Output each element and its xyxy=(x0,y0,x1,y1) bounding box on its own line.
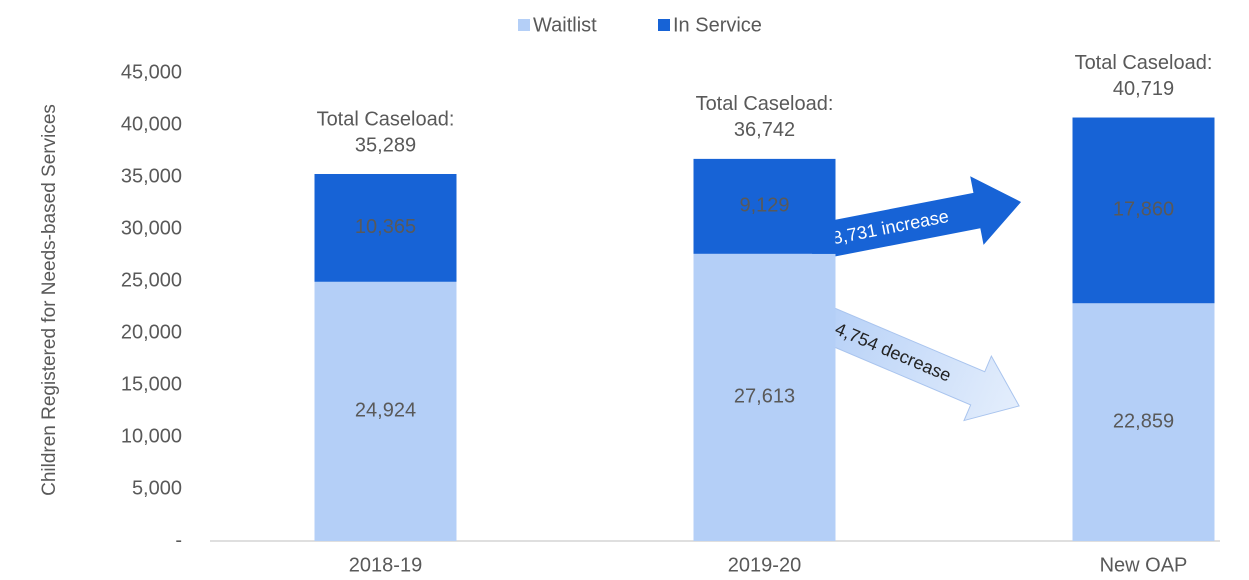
y-tick-label: 25,000 xyxy=(121,269,182,291)
total-caption: Total Caseload: xyxy=(1075,52,1213,74)
y-tick-label: 5,000 xyxy=(132,477,182,499)
y-tick-label: 40,000 xyxy=(121,113,182,135)
y-tick-label: 45,000 xyxy=(121,61,182,83)
bar-segment xyxy=(314,173,457,282)
x-tick-label: New OAP xyxy=(1100,554,1188,576)
value-label: 10,365 xyxy=(355,216,416,238)
y-tick-label: 15,000 xyxy=(121,373,182,395)
value-label: 9,129 xyxy=(739,195,789,217)
value-label: 27,613 xyxy=(734,386,795,408)
bar-segment xyxy=(314,281,457,541)
x-tick-label: 2018-19 xyxy=(349,554,422,576)
total-caption: Total Caseload: xyxy=(696,93,834,115)
y-tick-label: 10,000 xyxy=(121,425,182,447)
bar-segment xyxy=(1072,303,1215,541)
legend-label: Waitlist xyxy=(533,14,597,36)
total-label: 40,719 xyxy=(1113,78,1174,100)
y-axis-title: Children Registered for Needs-based Serv… xyxy=(39,104,60,496)
bar-segment xyxy=(1072,117,1215,304)
legend-label: In Service xyxy=(673,14,762,36)
total-caption: Total Caseload: xyxy=(317,108,455,130)
total-label: 35,289 xyxy=(355,134,416,156)
value-label: 22,859 xyxy=(1113,410,1174,432)
y-tick-label: 35,000 xyxy=(121,165,182,187)
legend-swatch xyxy=(518,19,530,31)
value-label: 17,860 xyxy=(1113,199,1174,221)
bar-segment xyxy=(693,253,836,541)
value-label: 24,924 xyxy=(355,400,416,422)
increase-arrow: 8,731 increase xyxy=(806,176,1022,261)
total-label: 36,742 xyxy=(734,119,795,141)
bar-segment xyxy=(693,158,836,254)
legend-swatch xyxy=(658,19,670,31)
y-tick-label: 20,000 xyxy=(121,321,182,343)
y-tick-label: - xyxy=(175,529,182,551)
y-tick-label: 30,000 xyxy=(121,217,182,239)
x-tick-label: 2019-20 xyxy=(728,554,801,576)
